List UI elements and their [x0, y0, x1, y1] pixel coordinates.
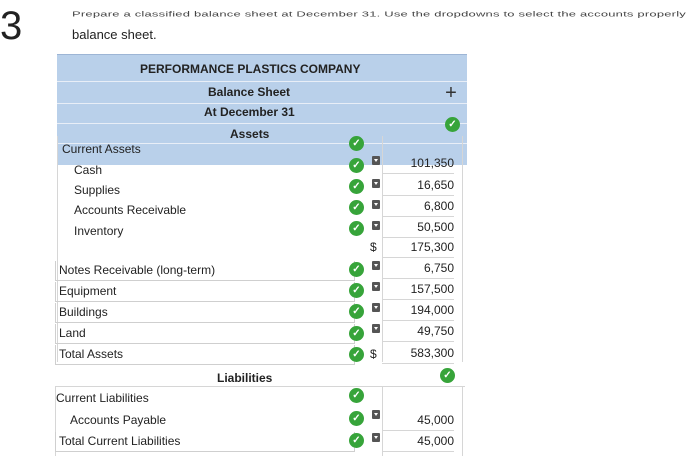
check-circle-icon: ✓: [349, 326, 364, 341]
statement-date: At December 31: [204, 105, 295, 119]
dollar-sign: $: [370, 240, 377, 254]
liabilities-heading: Liabilities: [217, 371, 273, 385]
account-select-accounts-receivable[interactable]: Accounts Receivable: [74, 203, 187, 217]
account-select-cash[interactable]: Cash: [74, 163, 103, 177]
check-circle-icon: ✓: [349, 411, 364, 426]
amount-input-land[interactable]: 49,750: [382, 322, 454, 342]
check-circle-icon: ✓: [349, 304, 364, 319]
check-circle-icon: ✓: [349, 200, 364, 215]
check-circle-icon: ✓: [445, 117, 460, 132]
company-name: PERFORMANCE PLASTICS COMPANY: [140, 62, 361, 76]
total-current-liabilities-label[interactable]: Total Current Liabilities: [55, 432, 355, 452]
dropdown-arrow-icon[interactable]: [372, 282, 380, 291]
total-assets-label[interactable]: Total Assets: [55, 345, 355, 365]
account-select-buildings[interactable]: Buildings: [55, 303, 355, 323]
dropdown-arrow-icon[interactable]: [372, 324, 380, 333]
check-circle-icon: ✓: [349, 388, 364, 403]
instruction-text-cut: Prepare a classified balance sheet at De…: [72, 10, 687, 19]
amount-input-supplies[interactable]: 16,650: [382, 176, 454, 196]
total-current-liabilities-amount[interactable]: 45,000: [382, 432, 454, 452]
instruction-text: balance sheet.: [72, 27, 157, 42]
statement-title: Balance Sheet: [208, 85, 291, 99]
amount-input-cash[interactable]: 101,350: [382, 154, 454, 174]
account-select-accounts-payable[interactable]: Accounts Payable: [70, 413, 167, 427]
check-circle-icon: ✓: [440, 368, 455, 383]
dropdown-arrow-icon[interactable]: [372, 410, 380, 419]
amount-input-notes-receivable[interactable]: 6,750: [382, 259, 454, 279]
dropdown-arrow-icon[interactable]: [372, 303, 380, 312]
dropdown-arrow-icon[interactable]: [372, 156, 380, 165]
check-circle-icon: ✓: [349, 283, 364, 298]
total-assets-amount[interactable]: 583,300: [382, 344, 454, 364]
current-liabilities-label: Current Liabilities: [56, 391, 149, 405]
amount-input-accounts-payable[interactable]: 45,000: [382, 411, 454, 431]
dropdown-arrow-icon[interactable]: [372, 433, 380, 442]
account-select-notes-receivable[interactable]: Notes Receivable (long-term): [55, 261, 355, 281]
question-number: 3: [0, 4, 23, 48]
account-select-land[interactable]: Land: [55, 324, 355, 344]
current-assets-label: Current Assets: [62, 142, 141, 156]
account-select-inventory[interactable]: Inventory: [74, 224, 124, 238]
check-circle-icon: ✓: [349, 221, 364, 236]
check-circle-icon: ✓: [349, 136, 364, 151]
assets-heading: Assets: [230, 127, 270, 141]
amount-input-inventory[interactable]: 50,500: [382, 218, 454, 238]
dropdown-arrow-icon[interactable]: [372, 261, 380, 270]
account-select-supplies[interactable]: Supplies: [74, 183, 121, 197]
current-assets-total[interactable]: 175,300: [382, 238, 454, 258]
amount-input-equipment[interactable]: 157,500: [382, 280, 454, 300]
amount-input-accounts-receivable[interactable]: 6,800: [382, 197, 454, 217]
balance-sheet: PERFORMANCE PLASTICS COMPANY Balance She…: [52, 48, 467, 468]
check-circle-icon: ✓: [349, 433, 364, 448]
account-select-equipment[interactable]: Equipment: [55, 282, 355, 302]
check-circle-icon: ✓: [349, 158, 364, 173]
dropdown-arrow-icon[interactable]: [372, 200, 380, 209]
dropdown-arrow-icon[interactable]: [372, 221, 380, 230]
check-circle-icon: ✓: [349, 179, 364, 194]
check-circle-icon: ✓: [349, 262, 364, 277]
dollar-sign: $: [370, 347, 377, 361]
plus-icon[interactable]: +: [445, 82, 457, 104]
check-circle-icon: ✓: [349, 347, 364, 362]
sheet-header: PERFORMANCE PLASTICS COMPANY Balance She…: [57, 54, 467, 165]
dropdown-arrow-icon[interactable]: [372, 179, 380, 188]
amount-input-buildings[interactable]: 194,000: [382, 301, 454, 321]
